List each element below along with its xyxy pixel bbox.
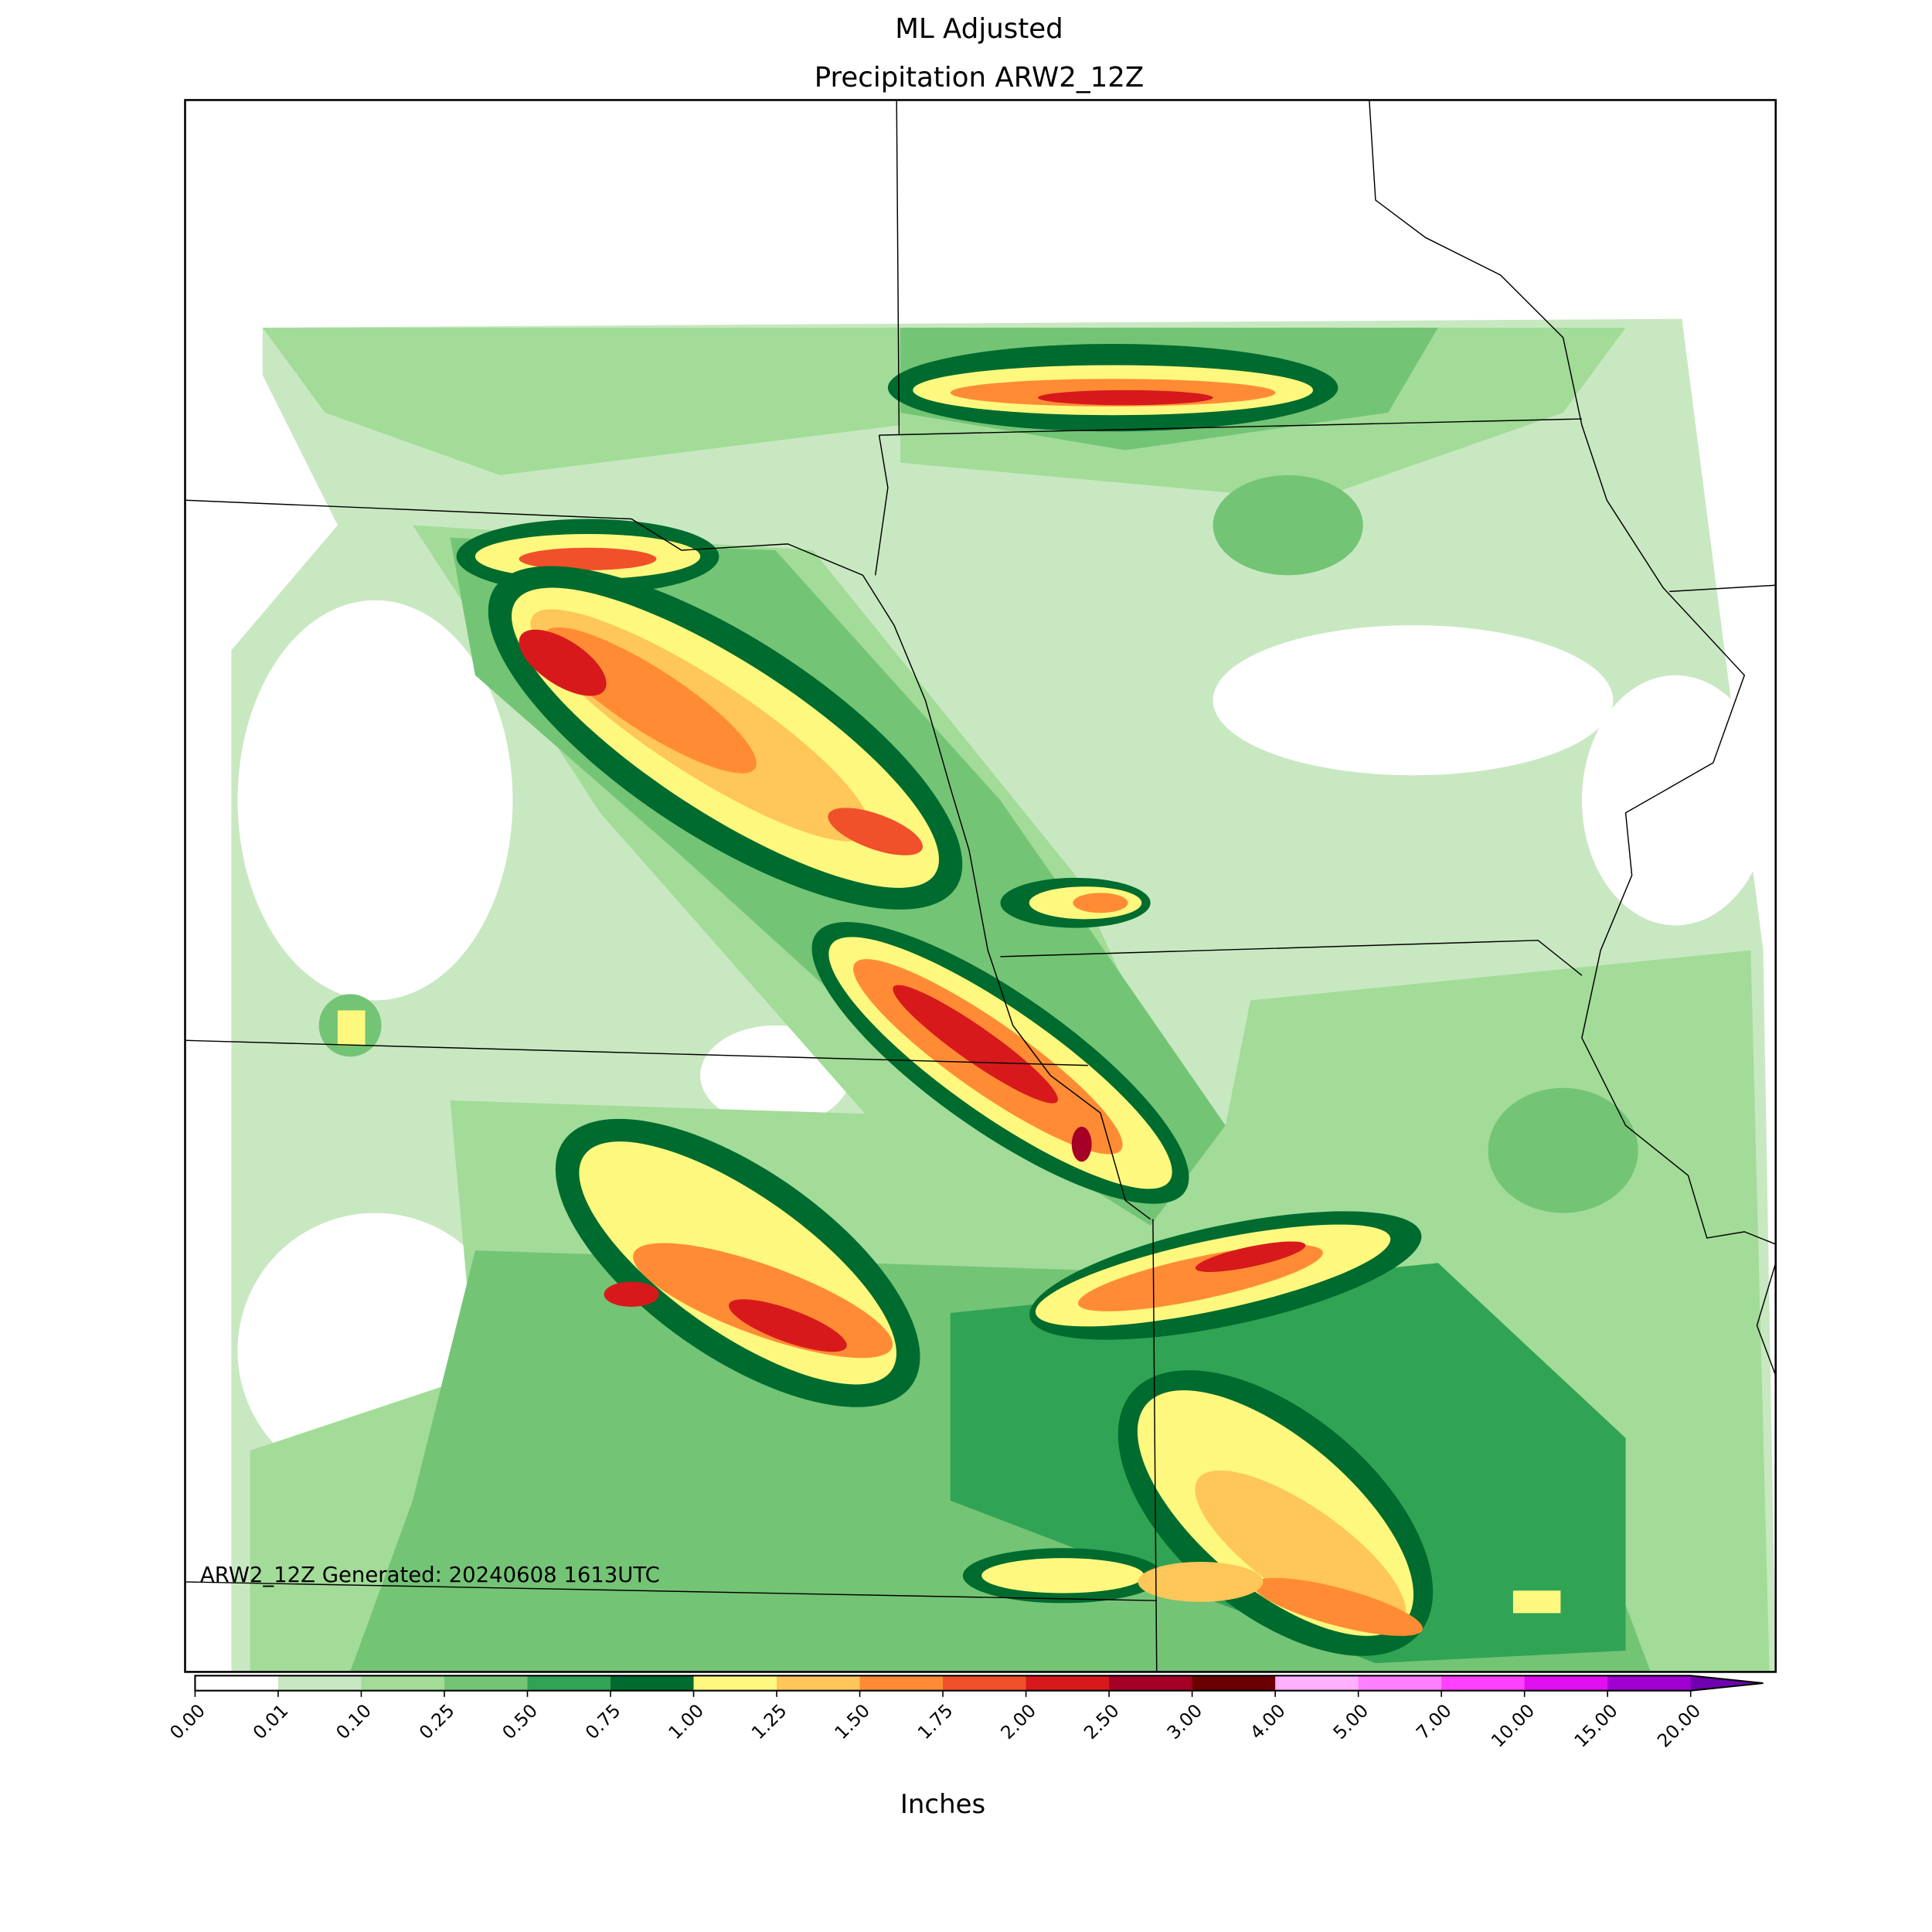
colorbar-segment <box>1607 1675 1692 1691</box>
colorbar-segment <box>611 1675 695 1691</box>
cell <box>1253 1577 1423 1636</box>
border <box>1369 100 1776 1245</box>
colorbar-tick-label: 2.00 <box>996 1699 1040 1743</box>
colorbar-tick-label: 0.01 <box>249 1699 293 1743</box>
colorbar-tick-label: 7.00 <box>1412 1699 1456 1743</box>
colorbar: 0.00 0.01 0.10 0.25 0.50 0.75 1.00 1.25 1.50 1.75… <box>165 1675 1764 1752</box>
border <box>1152 1219 1158 1672</box>
border <box>1669 584 1776 593</box>
colorbar-segment <box>277 1675 362 1691</box>
colorbar-tick-label: 3.00 <box>1162 1699 1206 1743</box>
state-borders <box>185 100 1776 1672</box>
border <box>185 499 1151 1220</box>
title-line: ML Adjusted <box>895 13 1063 45</box>
colorbar-tick-label: 1.25 <box>747 1699 791 1743</box>
colorbar-segment <box>693 1675 777 1691</box>
colorbar-segment <box>1109 1675 1193 1691</box>
cell <box>729 1299 847 1352</box>
cell <box>604 1281 659 1307</box>
colorbar-segment <box>1524 1675 1608 1691</box>
colorbar-outline <box>194 1675 1764 1692</box>
cell <box>519 547 657 570</box>
colorbar-tick-label: 0.00 <box>165 1699 209 1743</box>
cell <box>1195 1470 1406 1631</box>
colorbar-segment <box>527 1675 611 1691</box>
cell <box>519 629 607 696</box>
colorbar-tick-label: 20.00 <box>1653 1699 1705 1751</box>
title-line: Precipitation ARW2_12Z <box>815 62 1145 94</box>
colorbar-tick-label: 1.50 <box>830 1699 874 1743</box>
field-dry <box>1581 675 1770 926</box>
colorbar-segment <box>859 1675 944 1691</box>
colorbar-segment <box>195 1675 279 1691</box>
colorbar-tick-label: 0.50 <box>498 1699 542 1743</box>
border <box>185 1039 1088 1066</box>
field-band <box>262 327 901 475</box>
field-dry <box>1213 625 1614 776</box>
colorbar-tick-label: 10.00 <box>1487 1699 1539 1751</box>
cell <box>1138 1562 1264 1602</box>
colorbar-tick-label: 1.00 <box>664 1699 708 1743</box>
colorbar-segment <box>1026 1675 1110 1691</box>
colorbar-tick-label: 15.00 <box>1570 1699 1621 1751</box>
border <box>896 100 900 436</box>
cell <box>337 1010 366 1046</box>
cell <box>1071 1126 1092 1162</box>
map-frame <box>184 99 1777 1673</box>
colorbar-segment <box>1441 1675 1526 1691</box>
colorbar-segment <box>444 1675 528 1691</box>
field-band <box>1213 474 1363 576</box>
cell <box>981 1558 1145 1594</box>
colorbar-segment <box>777 1675 861 1691</box>
colorbar-segment <box>361 1675 445 1691</box>
colorbar-tick-label: 0.10 <box>332 1699 376 1743</box>
colorbar-tick-label: 0.25 <box>415 1699 459 1743</box>
colorbar-segment <box>1358 1675 1442 1691</box>
field-band <box>1488 1087 1638 1213</box>
cell <box>828 808 923 855</box>
colorbar-tick-label: 0.75 <box>581 1699 625 1743</box>
colorbar-segment <box>1275 1675 1359 1691</box>
border <box>879 418 1582 436</box>
border <box>1756 1263 1776 1376</box>
border <box>1000 940 1583 976</box>
colorbar-tick-label: 2.50 <box>1080 1699 1124 1743</box>
storm-cells <box>337 343 1561 1656</box>
cell <box>1512 1590 1561 1614</box>
cell <box>1073 893 1128 913</box>
cell <box>893 985 1058 1104</box>
border <box>874 434 889 576</box>
border <box>185 1581 1157 1601</box>
colorbar-tick-label: 5.00 <box>1328 1699 1372 1743</box>
colorbar-extend <box>1690 1675 1764 1691</box>
colorbar-segment <box>1192 1675 1276 1691</box>
colorbar-label: Inches <box>900 1789 985 1820</box>
colorbar-tick-label: 4.00 <box>1246 1699 1290 1743</box>
annotation: ARW2_12Z Generated: 20240608 1613UTC <box>200 1563 660 1587</box>
colorbar-tick-label: 1.75 <box>913 1699 957 1743</box>
colorbar-segment <box>943 1675 1027 1691</box>
cell <box>1195 1241 1306 1272</box>
precip-field <box>185 100 1776 1672</box>
field-dry <box>237 600 513 1001</box>
cell <box>1038 389 1213 406</box>
